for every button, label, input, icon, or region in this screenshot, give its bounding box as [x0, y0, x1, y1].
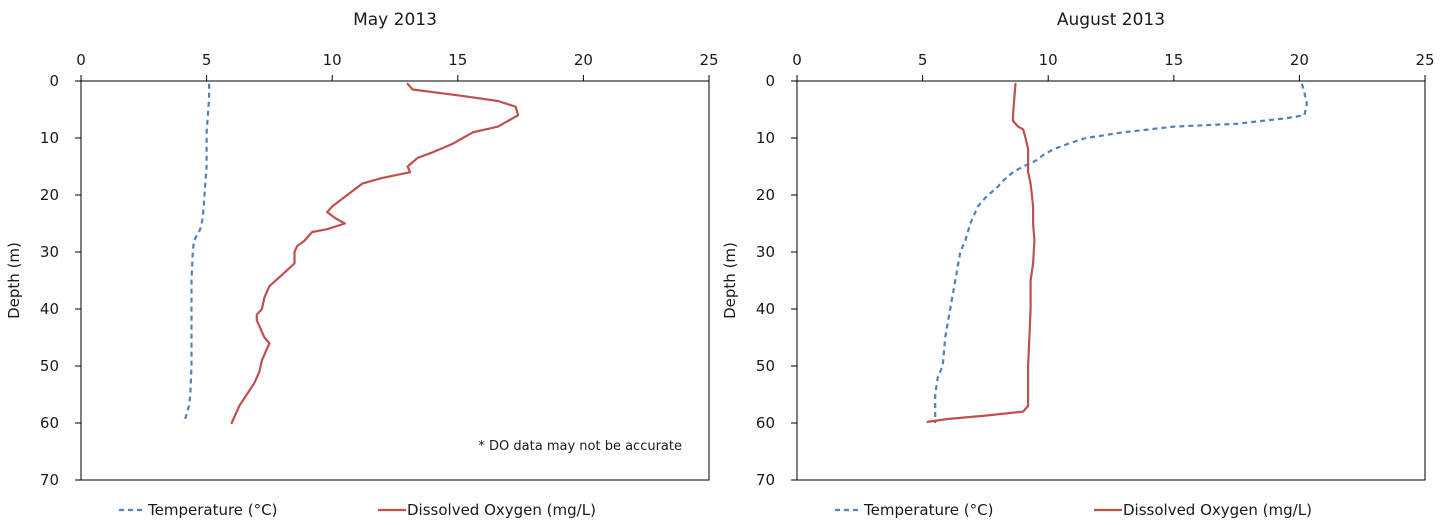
legend-dissolved-oxygen-label: Dissolved Oxygen (mg/L): [407, 501, 596, 519]
y-tick-label: 20: [756, 186, 775, 204]
panel-august-2013: August 2013 0 5 10 15 20 25 0 10 20 30 40 50 60 70 Dept…: [721, 10, 1435, 519]
y-tick-label: 60: [756, 414, 775, 432]
chart-title: May 2013: [353, 10, 437, 30]
x-tick-label: 0: [76, 51, 86, 69]
chart-title: August 2013: [1057, 10, 1165, 30]
y-tick-label: 40: [756, 300, 775, 318]
legend-temperature-label: Temperature (°C): [147, 501, 277, 519]
temperature-line: [934, 83, 1308, 423]
x-tick-label: 15: [448, 51, 467, 69]
y-tick-label: 20: [40, 186, 59, 204]
y-tick-label: 70: [756, 471, 775, 489]
x-tick-label: 20: [574, 51, 593, 69]
y-tick-label: 40: [40, 300, 59, 318]
y-tick-label: 50: [756, 357, 775, 375]
y-axis-label: Depth (m): [721, 242, 739, 319]
y-tick-label: 10: [756, 129, 775, 147]
x-tick-label: 25: [699, 51, 718, 69]
x-tick-label: 5: [202, 51, 212, 69]
x-tick-label: 10: [323, 51, 342, 69]
legend-dissolved-oxygen-label: Dissolved Oxygen (mg/L): [1123, 501, 1312, 519]
x-tick-label: 0: [792, 51, 802, 69]
x-tick-label: 20: [1290, 51, 1309, 69]
x-tick-label: 5: [918, 51, 928, 69]
y-tick-label: 50: [40, 357, 59, 375]
y-tick-label: 70: [40, 471, 59, 489]
y-tick-label: 0: [765, 72, 775, 90]
do-accuracy-note: * DO data may not be accurate: [478, 439, 682, 454]
y-tick-label: 30: [756, 243, 775, 261]
y-tick-label: 0: [49, 72, 59, 90]
y-tick-label: 30: [40, 243, 59, 261]
dissolved-oxygen-line: [230, 82, 520, 425]
x-tick-label: 10: [1039, 51, 1058, 69]
legend-temperature-label: Temperature (°C): [863, 501, 993, 519]
plot-area-frame: [80, 80, 710, 481]
x-tick-label: 25: [1415, 51, 1434, 69]
plot-area-frame: [796, 80, 1426, 481]
y-axis-label: Depth (m): [5, 242, 23, 319]
y-tick-label: 10: [40, 129, 59, 147]
y-tick-label: 60: [40, 414, 59, 432]
x-tick-label: 15: [1164, 51, 1183, 69]
temperature-line: [182, 83, 211, 424]
panel-may-2013: May 2013 0 5 10 15 20 25 0 10 20 30 40 50 60 70 Depth (…: [5, 10, 719, 519]
dissolved-oxygen-line: [926, 82, 1036, 423]
